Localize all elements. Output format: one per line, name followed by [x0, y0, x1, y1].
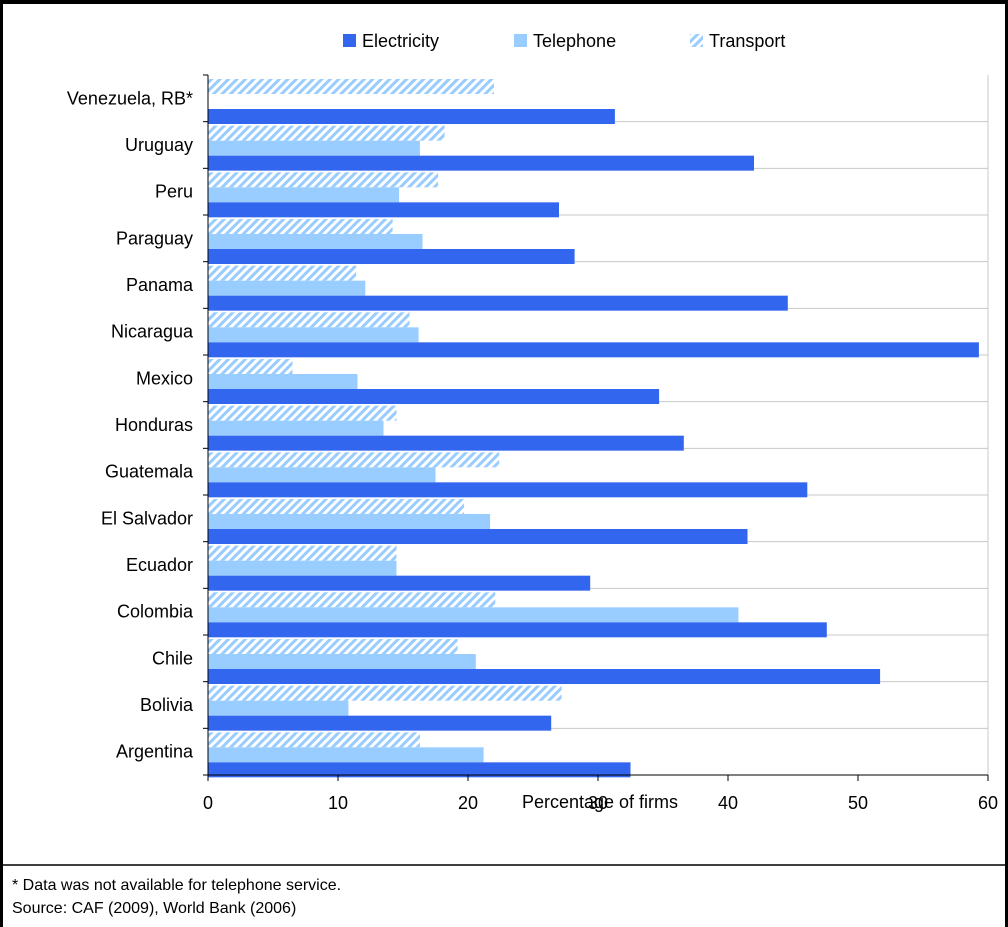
category-label: Bolivia: [140, 695, 194, 715]
bar-electricity-bolivia: [208, 715, 552, 731]
category-label: Chile: [152, 648, 193, 668]
footnote: * Data was not available for telephone s…: [12, 877, 342, 894]
category-label: Venezuela, RB*: [67, 88, 193, 108]
category-label: Uruguay: [125, 135, 193, 155]
category-label: Panama: [126, 275, 194, 295]
category-label: Peru: [155, 182, 193, 202]
bar-telephone-ecuador: [208, 560, 397, 576]
source-note: Source: CAF (2009), World Bank (2006): [12, 900, 297, 917]
bar-transport-bolivia: [208, 685, 562, 701]
bar-telephone-guatemala: [208, 467, 436, 483]
bar-telephone-el-salvador: [208, 514, 491, 529]
bar-telephone-chile: [208, 654, 476, 669]
bar-telephone-argentina: [208, 747, 484, 763]
bar-telephone-honduras: [208, 420, 384, 436]
category-label: Guatemala: [105, 462, 194, 482]
bar-electricity-el-salvador: [208, 529, 748, 544]
x-tick-labels: 0 10 20 30 40 50 60: [203, 793, 998, 813]
x-tick-label: 30: [588, 793, 608, 813]
bar-transport-ecuador: [208, 545, 397, 561]
bar-transport-el-salvador: [208, 499, 465, 514]
bar-electricity-mexico: [208, 389, 660, 404]
bar-telephone-peru: [208, 187, 400, 203]
bar-transport-venezuela-rb: [208, 79, 494, 94]
bar-telephone-uruguay: [208, 140, 420, 156]
bar-telephone-panama: [208, 280, 366, 296]
bar-electricity-chile: [208, 669, 881, 684]
axes: [203, 74, 989, 781]
bar-electricity-nicaragua: [208, 342, 979, 358]
legend-label-electricity: Electricity: [362, 31, 439, 51]
category-labels: Venezuela, RB* Uruguay Peru Paraguay Panama N…: [67, 88, 194, 761]
x-tick-label: 60: [978, 793, 998, 813]
x-tick-label: 20: [458, 793, 478, 813]
bar-electricity-panama: [208, 295, 788, 311]
x-tick-label: 50: [848, 793, 868, 813]
category-label: Nicaragua: [111, 322, 194, 342]
legend-label-telephone: Telephone: [533, 31, 616, 51]
bar-transport-colombia: [208, 592, 496, 608]
category-label: Paraguay: [116, 228, 193, 248]
x-tick-label: 40: [718, 793, 738, 813]
bar-electricity-paraguay: [208, 249, 575, 264]
bar-electricity-guatemala: [208, 482, 808, 498]
legend-label-transport: Transport: [709, 31, 785, 51]
bar-transport-paraguay: [208, 219, 393, 234]
bars-group: [208, 79, 979, 778]
bar-transport-chile: [208, 639, 458, 654]
bar-electricity-ecuador: [208, 575, 591, 591]
bar-telephone-paraguay: [208, 234, 423, 249]
category-label: Ecuador: [126, 555, 193, 575]
bar-electricity-colombia: [208, 622, 827, 638]
bar-electricity-argentina: [208, 762, 631, 778]
bar-electricity-honduras: [208, 435, 684, 451]
bar-electricity-peru: [208, 202, 559, 218]
bar-transport-peru: [208, 172, 439, 188]
x-axis-title: Percentage of firms: [522, 792, 678, 812]
legend-swatch-transport: [690, 34, 703, 47]
category-label: Mexico: [136, 368, 193, 388]
bar-transport-mexico: [208, 359, 293, 374]
bar-transport-nicaragua: [208, 312, 410, 328]
bar-transport-panama: [208, 265, 357, 281]
legend-swatch-telephone: [514, 34, 527, 47]
bar-telephone-mexico: [208, 374, 358, 389]
bar-transport-honduras: [208, 405, 397, 421]
bar-telephone-colombia: [208, 607, 739, 623]
category-label: Honduras: [115, 415, 193, 435]
bar-telephone-bolivia: [208, 700, 349, 716]
bar-transport-argentina: [208, 732, 420, 748]
chart-legend: Electricity Telephone Transport: [343, 31, 785, 51]
bar-electricity-uruguay: [208, 155, 754, 171]
bar-transport-guatemala: [208, 452, 500, 468]
category-label: El Salvador: [101, 508, 193, 528]
bar-electricity-venezuela-rb: [208, 109, 615, 124]
category-label: Colombia: [117, 602, 194, 622]
category-label: Argentina: [116, 742, 194, 762]
bar-telephone-nicaragua: [208, 327, 419, 343]
legend-swatch-electricity: [343, 34, 356, 47]
x-tick-label: 0: [203, 793, 213, 813]
bar-transport-uruguay: [208, 125, 445, 141]
x-tick-label: 10: [328, 793, 348, 813]
